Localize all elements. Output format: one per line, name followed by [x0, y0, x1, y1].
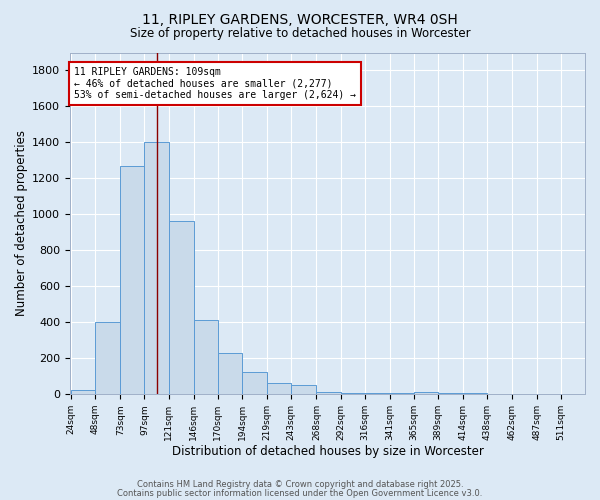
- X-axis label: Distribution of detached houses by size in Worcester: Distribution of detached houses by size …: [172, 444, 484, 458]
- Y-axis label: Number of detached properties: Number of detached properties: [15, 130, 28, 316]
- Bar: [267, 382, 291, 394]
- Bar: [95, 322, 121, 394]
- Text: 11, RIPLEY GARDENS, WORCESTER, WR4 0SH: 11, RIPLEY GARDENS, WORCESTER, WR4 0SH: [142, 12, 458, 26]
- Text: Size of property relative to detached houses in Worcester: Size of property relative to detached ho…: [130, 28, 470, 40]
- Bar: [194, 320, 218, 394]
- Bar: [242, 372, 267, 394]
- Bar: [291, 385, 316, 394]
- Bar: [145, 142, 169, 394]
- Bar: [414, 392, 438, 394]
- Bar: [71, 390, 95, 394]
- Text: Contains public sector information licensed under the Open Government Licence v3: Contains public sector information licen…: [118, 488, 482, 498]
- Text: 11 RIPLEY GARDENS: 109sqm
← 46% of detached houses are smaller (2,277)
53% of se: 11 RIPLEY GARDENS: 109sqm ← 46% of detac…: [74, 67, 356, 100]
- Bar: [121, 166, 145, 394]
- Bar: [316, 392, 341, 394]
- Text: Contains HM Land Registry data © Crown copyright and database right 2025.: Contains HM Land Registry data © Crown c…: [137, 480, 463, 489]
- Bar: [169, 220, 194, 394]
- Bar: [218, 353, 242, 394]
